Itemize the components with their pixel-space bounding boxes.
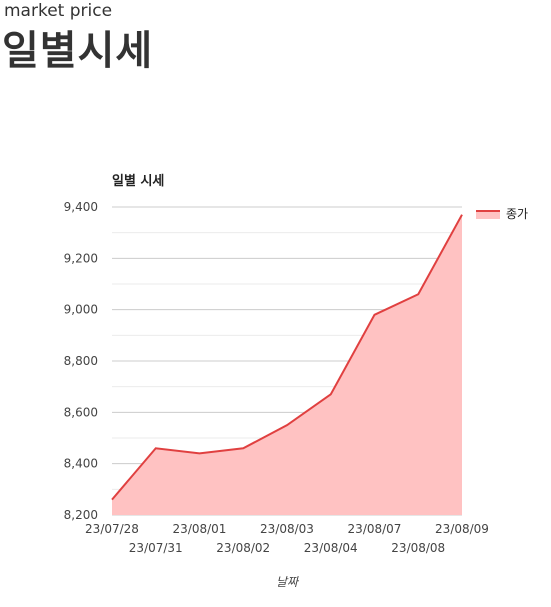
x-tick-label: 23/08/04	[304, 541, 358, 555]
data-point[interactable]	[197, 450, 203, 456]
x-tick-label: 23/08/01	[173, 522, 227, 536]
x-tick-label: 23/08/08	[391, 541, 445, 555]
y-tick-label: 9,200	[64, 251, 98, 265]
y-tick-label: 8,600	[64, 405, 98, 419]
x-tick-label: 23/08/09	[435, 522, 489, 536]
y-tick-label: 8,200	[64, 508, 98, 522]
data-point[interactable]	[153, 445, 159, 451]
series-line	[111, 214, 463, 501]
data-point[interactable]	[240, 445, 246, 451]
page-title: 일별시세	[2, 28, 154, 74]
x-axis: 23/07/28 23/07/31 23/08/01 23/08/02 23/08/03…	[85, 522, 489, 555]
x-tick-label: 23/08/02	[216, 541, 270, 555]
legend-swatch	[476, 211, 500, 219]
data-point[interactable]	[328, 391, 334, 397]
legend[interactable]: 종가	[476, 207, 528, 221]
x-tick-label: 23/07/28	[85, 522, 139, 536]
plot-area	[109, 212, 465, 515]
legend-label: 종가	[506, 207, 528, 221]
chart-title: 일별 시세	[112, 173, 164, 189]
x-tick-label: 23/07/31	[129, 541, 183, 555]
data-point[interactable]	[109, 497, 115, 503]
y-tick-label: 8,400	[64, 457, 98, 471]
page-subtitle: market price	[4, 1, 113, 21]
data-point[interactable]	[415, 291, 421, 297]
data-point[interactable]	[459, 212, 465, 218]
y-tick-label: 9,400	[64, 200, 98, 214]
series-area	[112, 214, 462, 515]
x-tick-label: 23/08/03	[260, 522, 314, 536]
y-tick-label: 9,000	[64, 303, 98, 317]
y-tick-label: 8,800	[64, 354, 98, 368]
x-tick-label: 23/08/07	[348, 522, 402, 536]
data-point[interactable]	[372, 312, 378, 318]
x-axis-title: 날짜	[276, 575, 300, 589]
y-axis: 8,200 8,400 8,600 8,800 9,000 9,200 9,400	[64, 200, 98, 522]
data-point[interactable]	[284, 422, 290, 428]
